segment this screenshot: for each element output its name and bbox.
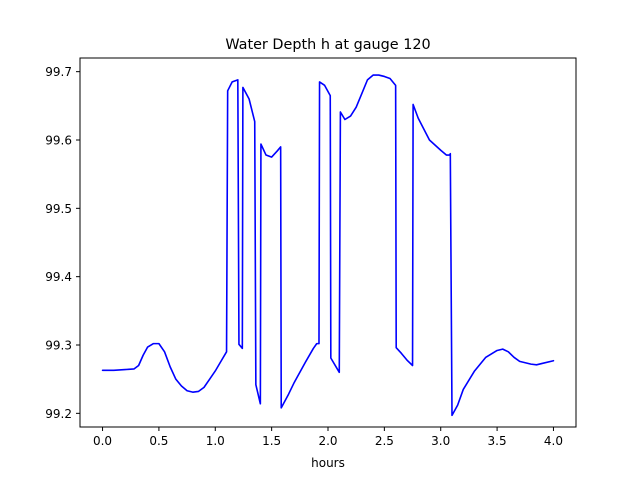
x-tick-label: 1.5 (262, 434, 281, 448)
x-tick-label: 3.5 (488, 434, 507, 448)
chart-title: Water Depth h at gauge 120 (225, 37, 430, 53)
x-tick-label: 2.5 (375, 434, 394, 448)
series-line-0 (101, 74, 555, 417)
x-tick-label: 0.0 (93, 434, 112, 448)
y-tick-label: 99.4 (45, 270, 72, 284)
x-tick-label: 2.0 (318, 434, 337, 448)
y-axis: 99.2 99.3 99.4 99.5 99.6 99.7 (45, 65, 80, 421)
x-tick-label: 1.0 (206, 434, 225, 448)
x-axis-label: hours (311, 456, 345, 470)
x-tick-label: 3.0 (431, 434, 450, 448)
x-tick-label: 0.5 (149, 434, 168, 448)
y-tick-label: 99.2 (45, 407, 72, 421)
y-tick-label: 99.5 (45, 202, 72, 216)
y-tick-label: 99.6 (45, 134, 72, 148)
plot-layer (101, 74, 555, 417)
x-tick-label: 4.0 (544, 434, 563, 448)
y-tick-label: 99.7 (45, 65, 72, 79)
x-axis: 0.0 0.5 1.0 1.5 2.0 2.5 3.0 3.5 4.0 (93, 427, 563, 448)
y-tick-label: 99.3 (45, 339, 72, 353)
